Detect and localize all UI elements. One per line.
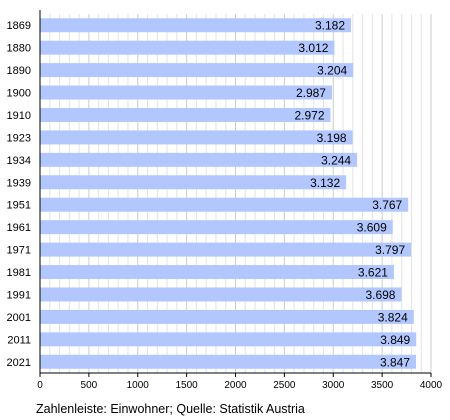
x-tick-label: 2000 [224, 380, 247, 391]
category-label: 2011 [7, 334, 31, 346]
category-label: 1934 [7, 155, 31, 167]
category-label: 2001 [7, 312, 31, 324]
bar-2001 [40, 309, 414, 324]
bar-1981 [40, 265, 394, 280]
category-label: 2021 [7, 357, 31, 369]
bar-1934 [40, 152, 358, 167]
category-label: 1890 [7, 65, 31, 77]
bar-1890 [40, 63, 354, 78]
value-label: 3.797 [375, 243, 405, 257]
bar-1910 [40, 107, 331, 122]
value-label: 3.621 [358, 266, 388, 280]
value-label: 3.698 [365, 288, 395, 302]
bar-1869 [40, 18, 352, 33]
value-label: 3.198 [317, 131, 347, 145]
category-label: 1951 [7, 200, 31, 212]
bar-2021 [40, 354, 417, 369]
value-label: 3.847 [380, 355, 410, 369]
value-label: 2.972 [294, 108, 324, 122]
category-label: 1869 [7, 20, 31, 32]
x-tick-label: 1000 [127, 380, 150, 391]
bar-1923 [40, 130, 353, 145]
category-label: 1971 [7, 245, 31, 257]
value-label: 3.609 [357, 221, 387, 235]
category-label: 1910 [7, 110, 31, 122]
bar-1951 [40, 197, 409, 212]
bar-2011 [40, 332, 417, 347]
bar-1961 [40, 220, 393, 235]
x-tick-label: 2500 [273, 380, 296, 391]
value-label: 3.132 [310, 176, 340, 190]
bar-1880 [40, 40, 335, 55]
x-tick-label: 1500 [176, 380, 199, 391]
value-label: 3.824 [378, 310, 408, 324]
bar-1991 [40, 287, 402, 302]
value-label: 3.204 [317, 64, 347, 78]
bar-1971 [40, 242, 412, 257]
value-label: 3.767 [372, 198, 402, 212]
category-label: 1880 [7, 43, 31, 55]
category-label: 1991 [7, 289, 31, 301]
x-tick-label: 0 [37, 380, 43, 391]
x-tick-label: 3500 [371, 380, 394, 391]
x-tick-label: 3000 [322, 380, 345, 391]
category-label: 1923 [7, 132, 31, 144]
bar-1900 [40, 85, 332, 100]
category-label: 1900 [7, 88, 31, 100]
value-label: 3.012 [298, 41, 328, 55]
category-label: 1981 [7, 267, 31, 279]
value-label: 3.244 [321, 153, 351, 167]
x-tick-label: 500 [81, 380, 98, 391]
value-label: 2.987 [296, 86, 326, 100]
value-label: 3.182 [315, 19, 345, 33]
bar-1939 [40, 175, 347, 190]
value-label: 3.849 [380, 333, 410, 347]
category-label: 1961 [7, 222, 31, 234]
chart-caption: Zahlenleiste: Einwohner; Quelle: Statist… [36, 402, 305, 416]
category-label: 1939 [7, 177, 31, 189]
x-tick-label: 4000 [420, 380, 443, 391]
